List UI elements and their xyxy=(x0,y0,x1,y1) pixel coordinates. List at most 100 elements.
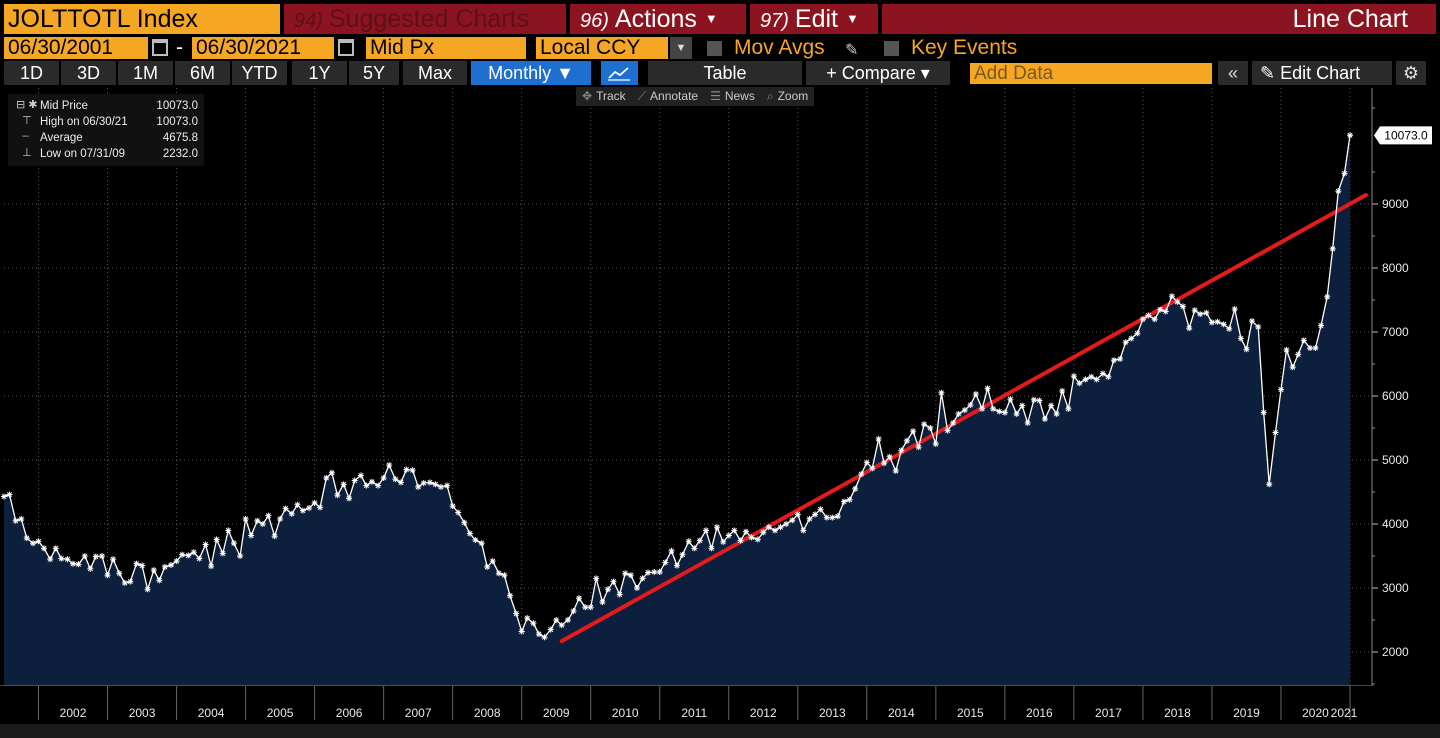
data-point xyxy=(513,610,520,617)
data-point-stroke xyxy=(737,538,744,544)
data-point-stroke xyxy=(789,517,795,523)
legend-value: 4675.8 xyxy=(162,132,198,144)
calendar-icon[interactable] xyxy=(152,39,168,56)
data-point xyxy=(375,482,382,489)
data-point-stroke xyxy=(133,561,140,567)
currency-dropdown-icon[interactable]: ▼ xyxy=(670,37,692,59)
legend-label: Average xyxy=(40,132,83,144)
data-point-stroke xyxy=(484,564,490,570)
start-date-input[interactable]: 06/30/2001 xyxy=(4,37,148,59)
line-chart-icon[interactable] xyxy=(601,61,638,85)
track-tool[interactable]: ✥ Track xyxy=(576,87,632,106)
collapse-icon[interactable]: « xyxy=(1218,61,1248,85)
last-value-label: 10073.0 xyxy=(1384,128,1428,142)
end-date-input[interactable]: 06/30/2021 xyxy=(192,37,334,59)
high-marker-icon: ⊤ xyxy=(16,115,32,127)
add-data-input[interactable]: Add Data xyxy=(970,63,1212,84)
field-select[interactable]: Mid Px xyxy=(366,37,526,59)
zoom-tool[interactable]: ⌕ Zoom xyxy=(761,87,814,106)
actions-menu-button[interactable]: 96) Actions ▼ xyxy=(570,4,746,34)
data-point xyxy=(265,512,272,519)
data-point xyxy=(645,569,651,576)
period-ytd[interactable]: YTD xyxy=(232,61,287,85)
news-tool[interactable]: ☰ News xyxy=(704,87,761,106)
period-1d[interactable]: 1D xyxy=(4,61,59,85)
data-point-stroke xyxy=(82,553,88,559)
data-point xyxy=(1105,373,1112,380)
data-point xyxy=(772,527,778,534)
data-point xyxy=(225,527,232,534)
edit-menu-button[interactable]: 97) Edit ▼ xyxy=(750,4,878,34)
key-events-checkbox[interactable] xyxy=(884,41,899,56)
data-point-stroke xyxy=(1301,337,1307,343)
data-point-stroke xyxy=(1076,380,1082,386)
data-point xyxy=(1053,410,1060,417)
data-point-stroke xyxy=(887,454,893,460)
ticker-field[interactable]: JOLTTOTL Index xyxy=(4,4,280,34)
zoom-label: Zoom xyxy=(777,89,809,103)
data-point xyxy=(1266,481,1273,488)
data-point-stroke xyxy=(35,538,42,544)
data-point xyxy=(299,507,306,514)
data-point xyxy=(846,496,853,503)
data-point-stroke xyxy=(312,500,318,506)
data-point-stroke xyxy=(1071,373,1077,379)
period-3d[interactable]: 3D xyxy=(61,61,116,85)
data-point-stroke xyxy=(582,604,588,610)
data-point xyxy=(110,556,117,563)
edit-chart-button[interactable]: ✎ Edit Chart xyxy=(1252,61,1392,85)
bottom-scroll-strip[interactable] xyxy=(0,724,1440,738)
data-point-stroke xyxy=(185,552,191,558)
annotate-tool[interactable]: ⟋ Annotate xyxy=(632,87,704,106)
period-6m[interactable]: 6M xyxy=(175,61,230,85)
suggested-charts-button[interactable]: 94) Suggested Charts xyxy=(284,4,566,34)
period-max[interactable]: Max xyxy=(403,61,467,85)
data-point-stroke xyxy=(272,533,278,539)
calendar-icon[interactable] xyxy=(338,39,354,56)
data-point-stroke xyxy=(13,518,19,524)
data-point-stroke xyxy=(777,524,784,530)
data-point-stroke xyxy=(904,438,910,444)
y-axis: 2000 3000 4000 5000 6000 7000 8000 9000 xyxy=(1371,88,1409,686)
pencil-icon[interactable]: ✎ xyxy=(845,42,859,59)
data-point xyxy=(1318,322,1324,329)
data-point xyxy=(823,514,830,521)
period-5y[interactable]: 5Y xyxy=(349,61,399,85)
data-point-stroke xyxy=(783,521,789,527)
annotate-icon: ⟋ xyxy=(637,89,647,103)
data-point xyxy=(185,552,192,559)
period-1m[interactable]: 1M xyxy=(118,61,173,85)
data-point-stroke xyxy=(674,563,680,569)
x-tick-label: 2017 xyxy=(1095,706,1122,720)
gear-icon[interactable]: ⚙ xyxy=(1396,61,1426,85)
data-point xyxy=(415,483,422,490)
data-point-stroke xyxy=(921,421,927,427)
data-point xyxy=(518,628,525,635)
data-point xyxy=(754,536,761,543)
data-point xyxy=(570,608,577,614)
data-point-stroke xyxy=(847,497,853,503)
data-point xyxy=(277,515,284,522)
data-point xyxy=(437,483,444,490)
data-point-stroke xyxy=(208,563,214,569)
data-point-stroke xyxy=(1123,339,1129,345)
compare-button[interactable]: + Compare ▾ xyxy=(806,61,950,85)
data-point xyxy=(99,553,105,559)
data-point xyxy=(794,511,801,518)
table-view-button[interactable]: Table xyxy=(648,61,802,85)
mov-avgs-checkbox[interactable] xyxy=(707,41,722,56)
data-point xyxy=(1300,337,1307,344)
y-tick-label: 6000 xyxy=(1382,389,1409,403)
data-point xyxy=(1289,364,1296,371)
data-point xyxy=(1001,409,1008,416)
data-point-stroke xyxy=(93,554,99,560)
frequency-dropdown[interactable]: Monthly ▼ xyxy=(471,61,591,85)
data-point-stroke xyxy=(622,570,628,576)
data-point xyxy=(1048,402,1055,409)
currency-select[interactable]: Local CCY xyxy=(536,37,668,59)
period-1y[interactable]: 1Y xyxy=(292,61,347,85)
data-point-stroke xyxy=(392,476,398,482)
data-point-stroke xyxy=(852,486,858,492)
data-point xyxy=(599,599,606,606)
